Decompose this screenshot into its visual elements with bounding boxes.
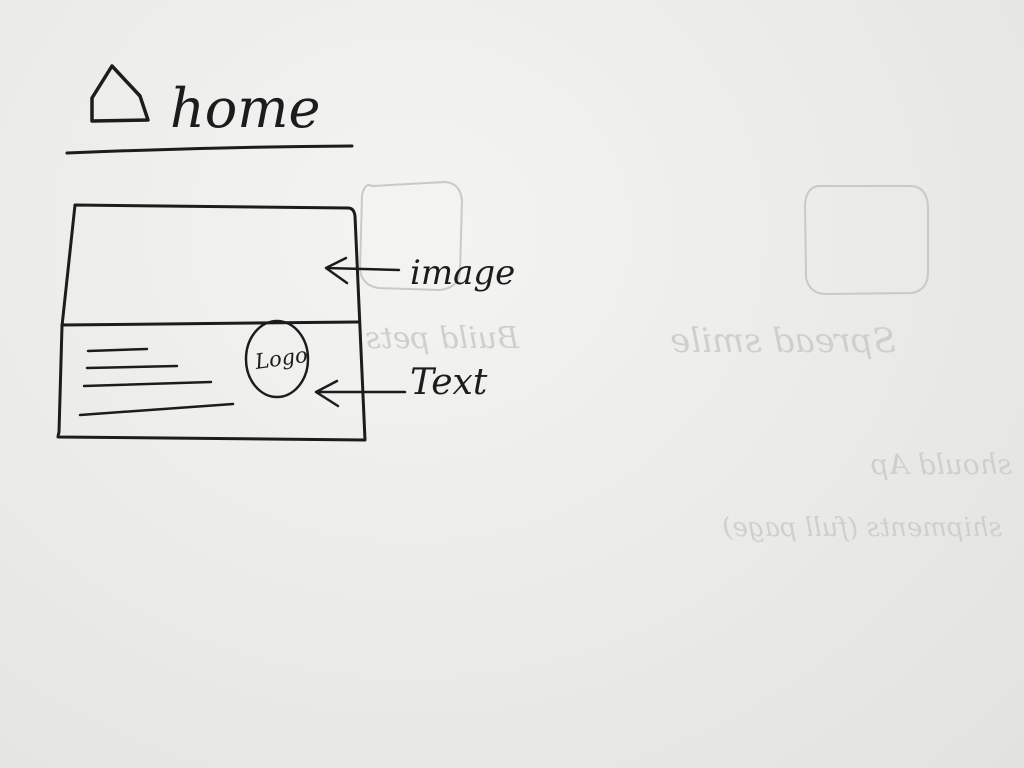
text-line-3 (82, 380, 213, 388)
ghost-text-4: shipments (full page) (722, 513, 1002, 543)
label-image: image (410, 253, 515, 293)
text-line-2 (85, 364, 179, 370)
page-title: home (170, 77, 320, 140)
ghost-text-2: Build pets (365, 321, 520, 356)
text-line-4 (78, 402, 235, 417)
card-frame (56, 203, 367, 442)
arrow-text (314, 379, 407, 408)
text-line-1 (86, 347, 149, 353)
ghost-text-3: should Ap (871, 448, 1012, 481)
label-text: Text (410, 362, 488, 403)
house-icon (90, 64, 150, 123)
show-through-marks: Spread smile Build pets should Ap shipme… (359, 181, 1012, 543)
title-underline (65, 144, 354, 155)
logo-circle (244, 319, 310, 399)
logo-label: Logo (253, 343, 310, 374)
arrow-image (324, 256, 401, 285)
ghost-text-1: Spread smile (670, 321, 896, 361)
ghost-box-right (804, 185, 929, 295)
ghost-box-left (359, 181, 463, 291)
card-divider (60, 320, 360, 327)
